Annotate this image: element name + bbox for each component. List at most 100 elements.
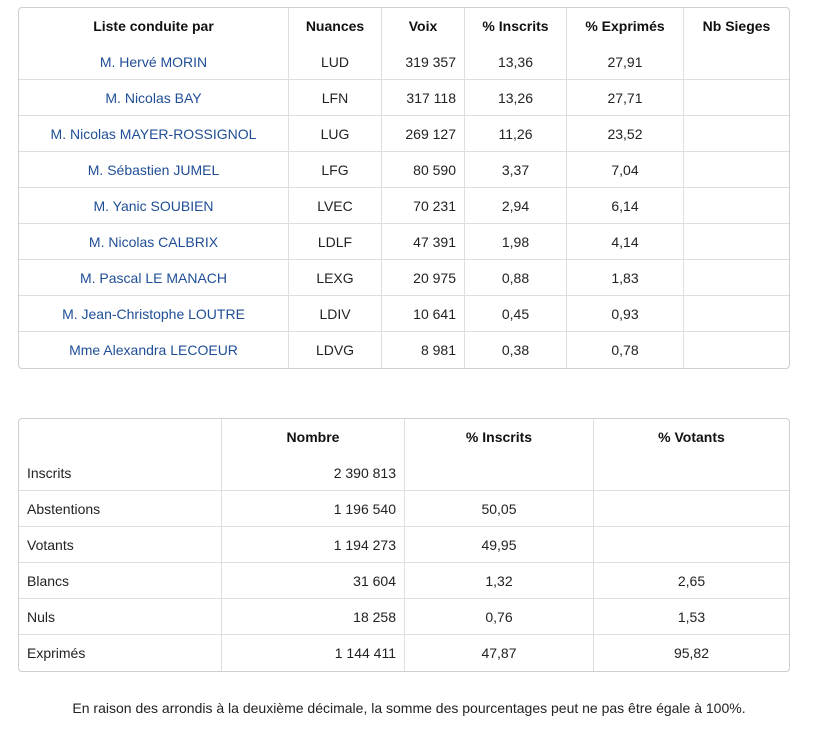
pct-inscrits-cell: 50,05 [405, 491, 594, 527]
voix-cell: 10 641 [382, 296, 465, 332]
pct-inscrits-cell: 1,32 [405, 563, 594, 599]
sieges-cell [684, 188, 789, 224]
header-nb-sieges: Nb Sieges [702, 18, 771, 34]
header-pct-exprimes: % Exprimés [567, 8, 684, 44]
table-row: Votants 1 194 273 49,95 [19, 527, 789, 563]
nombre-cell: 31 604 [222, 563, 405, 599]
pct-votants-cell: 2,65 [594, 563, 789, 599]
pct-inscrits-cell: 1,98 [465, 224, 567, 260]
nuance-cell: LEXG [289, 260, 382, 296]
voix-cell: 8 981 [382, 332, 465, 368]
sieges-cell [684, 332, 789, 368]
table-row: M. Jean-Christophe LOUTRE LDIV 10 641 0,… [19, 296, 789, 332]
sieges-cell [684, 260, 789, 296]
summary-label: Nuls [19, 599, 222, 635]
sieges-cell [684, 80, 789, 116]
table-row: M. Yanic SOUBIEN LVEC 70 231 2,94 6,14 [19, 188, 789, 224]
pct-inscrits-cell: 11,26 [465, 116, 567, 152]
pct-votants-cell: 1,53 [594, 599, 789, 635]
pct-inscrits-cell: 0,38 [465, 332, 567, 368]
pct-inscrits-cell: 0,45 [465, 296, 567, 332]
table-row: Blancs 31 604 1,32 2,65 [19, 563, 789, 599]
voix-cell: 80 590 [382, 152, 465, 188]
summary-label: Abstentions [19, 491, 222, 527]
pct-exprimes-cell: 23,52 [567, 116, 684, 152]
candidate-name: M. Sébastien JUMEL [19, 152, 289, 188]
candidate-name: Mme Alexandra LECOEUR [19, 332, 289, 368]
pct-exprimes-cell: 27,91 [567, 44, 684, 80]
header-pct-votants: % Votants [658, 429, 725, 445]
summary-label: Votants [19, 527, 222, 563]
candidate-name: M. Nicolas CALBRIX [19, 224, 289, 260]
nuance-cell: LDVG [289, 332, 382, 368]
candidate-name: M. Nicolas BAY [19, 80, 289, 116]
pct-inscrits-cell: 0,76 [405, 599, 594, 635]
pct-exprimes-cell: 4,14 [567, 224, 684, 260]
nuance-cell: LUG [289, 116, 382, 152]
pct-exprimes-cell: 0,78 [567, 332, 684, 368]
table-row: Abstentions 1 196 540 50,05 [19, 491, 789, 527]
header-blank [19, 419, 222, 455]
voix-cell: 20 975 [382, 260, 465, 296]
nuance-cell: LVEC [289, 188, 382, 224]
sieges-cell [684, 296, 789, 332]
voix-cell: 317 118 [382, 80, 465, 116]
results-header-row: Liste conduite par Nuances Voix % Inscri… [19, 8, 789, 44]
header-nombre: Nombre [222, 419, 405, 455]
pct-inscrits-cell: 13,36 [465, 44, 567, 80]
table-row: Mme Alexandra LECOEUR LDVG 8 981 0,38 0,… [19, 332, 789, 368]
nuance-cell: LFN [289, 80, 382, 116]
voix-cell: 269 127 [382, 116, 465, 152]
nuance-cell: LFG [289, 152, 382, 188]
table-row: M. Sébastien JUMEL LFG 80 590 3,37 7,04 [19, 152, 789, 188]
nuance-cell: LUD [289, 44, 382, 80]
table-row: Nuls 18 258 0,76 1,53 [19, 599, 789, 635]
nombre-cell: 1 144 411 [222, 635, 405, 671]
table-row: M. Nicolas BAY LFN 317 118 13,26 27,71 [19, 80, 789, 116]
summary-label: Blancs [19, 563, 222, 599]
table-row: Inscrits 2 390 813 [19, 455, 789, 491]
pct-inscrits-cell: 2,94 [465, 188, 567, 224]
pct-inscrits-cell: 3,37 [465, 152, 567, 188]
pct-exprimes-cell: 1,83 [567, 260, 684, 296]
header-pct-inscrits: % Inscrits [405, 419, 594, 455]
pct-inscrits-cell: 49,95 [405, 527, 594, 563]
sieges-cell [684, 152, 789, 188]
summary-table: Nombre % Inscrits % Votants Inscrits 2 3… [18, 418, 790, 672]
sieges-cell [684, 44, 789, 80]
candidate-name: M. Nicolas MAYER-ROSSIGNOL [19, 116, 289, 152]
pct-inscrits-cell: 0,88 [465, 260, 567, 296]
pct-inscrits-cell [405, 455, 594, 491]
sieges-cell [684, 224, 789, 260]
pct-votants-cell [594, 455, 789, 491]
results-table: Liste conduite par Nuances Voix % Inscri… [18, 7, 790, 369]
nombre-cell: 2 390 813 [222, 455, 405, 491]
candidate-name: M. Pascal LE MANACH [19, 260, 289, 296]
nombre-cell: 1 194 273 [222, 527, 405, 563]
nuance-cell: LDIV [289, 296, 382, 332]
table-row: M. Nicolas MAYER-ROSSIGNOL LUG 269 127 1… [19, 116, 789, 152]
pct-inscrits-cell: 13,26 [465, 80, 567, 116]
table-row: M. Nicolas CALBRIX LDLF 47 391 1,98 4,14 [19, 224, 789, 260]
sieges-cell [684, 116, 789, 152]
candidate-name: M. Hervé MORIN [19, 44, 289, 80]
pct-exprimes-cell: 7,04 [567, 152, 684, 188]
pct-votants-cell: 95,82 [673, 645, 710, 661]
header-pct-inscrits: % Inscrits [465, 8, 567, 44]
summary-label: Exprimés [19, 635, 222, 671]
summary-header-row: Nombre % Inscrits % Votants [19, 419, 789, 455]
voix-cell: 319 357 [382, 44, 465, 80]
candidate-name: M. Yanic SOUBIEN [19, 188, 289, 224]
table-row: Exprimés 1 144 411 47,87 95,82 [19, 635, 789, 671]
pct-votants-cell [594, 527, 789, 563]
summary-label: Inscrits [19, 455, 222, 491]
pct-votants-cell [594, 491, 789, 527]
table-row: M. Pascal LE MANACH LEXG 20 975 0,88 1,8… [19, 260, 789, 296]
table-row: M. Hervé MORIN LUD 319 357 13,36 27,91 [19, 44, 789, 80]
pct-exprimes-cell: 0,93 [567, 296, 684, 332]
nombre-cell: 1 196 540 [222, 491, 405, 527]
rounding-footnote: En raison des arrondis à la deuxième déc… [72, 700, 746, 716]
pct-exprimes-cell: 27,71 [567, 80, 684, 116]
pct-exprimes-cell: 6,14 [567, 188, 684, 224]
nuance-cell: LDLF [289, 224, 382, 260]
